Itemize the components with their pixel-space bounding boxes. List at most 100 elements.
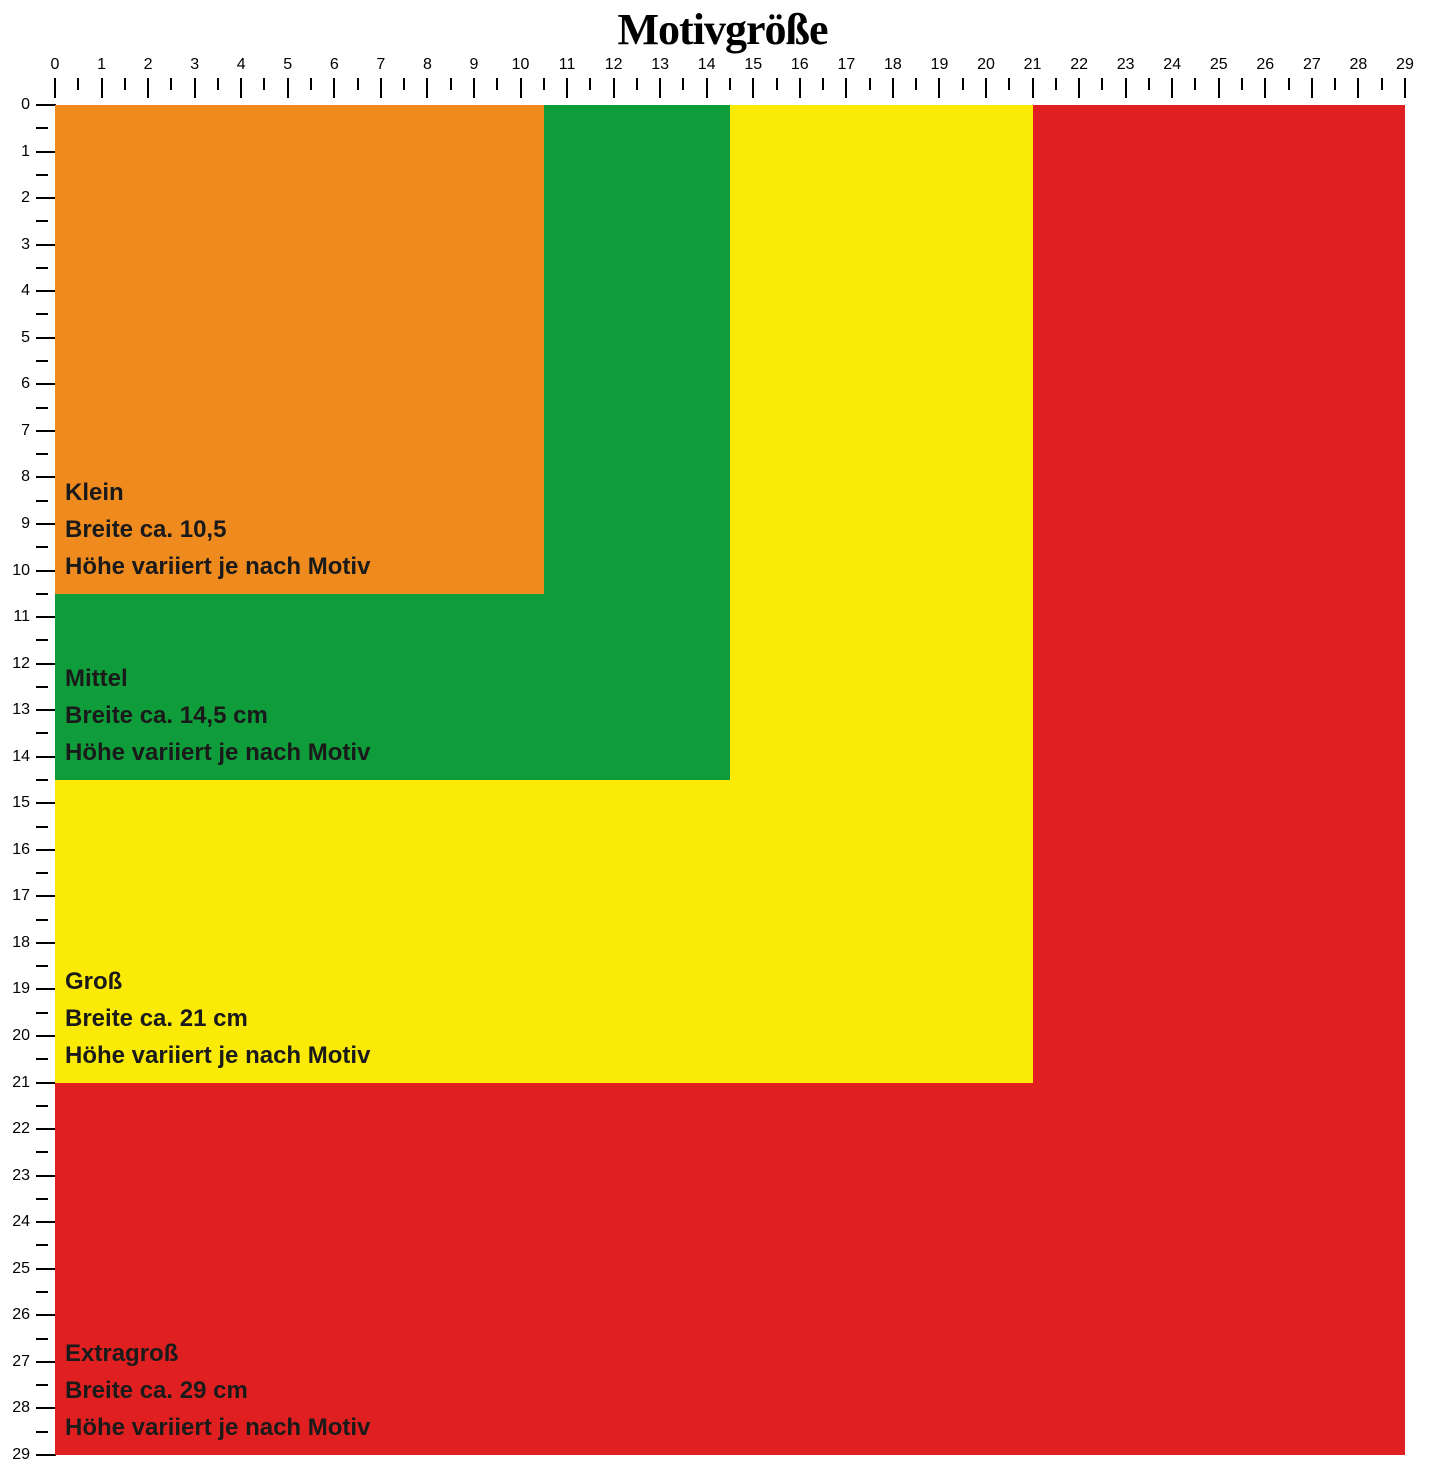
ruler-top-tick-minor — [1148, 78, 1150, 90]
ruler-top-tick-minor — [217, 78, 219, 90]
ruler-left-label: 14 — [0, 748, 30, 766]
ruler-top-tick-major — [985, 78, 987, 98]
size-label-line2: Breite ca. 10,5 — [65, 511, 370, 548]
ruler-left-tick-major — [36, 1361, 56, 1363]
ruler-left-tick-major — [36, 383, 56, 385]
ruler-left-label: 23 — [0, 1167, 30, 1185]
size-label-line2: Breite ca. 21 cm — [65, 1000, 370, 1037]
ruler-left-tick-minor — [36, 1291, 48, 1293]
ruler-left-tick-minor — [36, 779, 48, 781]
ruler-left-tick-major — [36, 1454, 56, 1456]
ruler-top-label: 24 — [1163, 56, 1181, 74]
ruler-top-label: 8 — [423, 56, 432, 74]
size-label-line1: Mittel — [65, 660, 370, 697]
ruler-top-tick-minor — [310, 78, 312, 90]
ruler-top-tick-minor — [589, 78, 591, 90]
ruler-top-label: 16 — [791, 56, 809, 74]
ruler-left-tick-major — [36, 151, 56, 153]
ruler-top-tick-minor — [1194, 78, 1196, 90]
ruler-top-tick-major — [333, 78, 335, 98]
ruler-left-label: 25 — [0, 1260, 30, 1278]
ruler-top-tick-major — [1171, 78, 1173, 98]
ruler-top-tick-major — [892, 78, 894, 98]
ruler-left-tick-major — [36, 1128, 56, 1130]
size-label-gross: GroßBreite ca. 21 cmHöhe variiert je nac… — [65, 963, 370, 1075]
ruler-top-tick-major — [659, 78, 661, 98]
size-label-mittel: MittelBreite ca. 14,5 cmHöhe variiert je… — [65, 660, 370, 772]
size-label-line3: Höhe variiert je nach Motiv — [65, 548, 370, 585]
ruler-left-label: 2 — [0, 189, 30, 207]
ruler-top-tick-major — [1218, 78, 1220, 98]
page-title: Motivgröße — [0, 4, 1445, 55]
ruler-top-tick-major — [845, 78, 847, 98]
ruler-left-label: 26 — [0, 1306, 30, 1324]
ruler-top-tick-minor — [729, 78, 731, 90]
ruler-left-tick-major — [36, 663, 56, 665]
ruler-top-tick-major — [101, 78, 103, 98]
ruler-left-tick-major — [36, 1082, 56, 1084]
ruler-left-label: 15 — [0, 794, 30, 812]
ruler-top-tick-minor — [403, 78, 405, 90]
ruler-left-label: 5 — [0, 329, 30, 347]
ruler-left-tick-minor — [36, 826, 48, 828]
ruler-left-tick-major — [36, 337, 56, 339]
size-label-line2: Breite ca. 14,5 cm — [65, 697, 370, 734]
ruler-left-label: 0 — [0, 96, 30, 114]
ruler-left-tick-major — [36, 895, 56, 897]
ruler-left-tick-major — [36, 709, 56, 711]
ruler-top-label: 27 — [1303, 56, 1321, 74]
ruler-top-tick-minor — [962, 78, 964, 90]
ruler-top-tick-major — [287, 78, 289, 98]
ruler-top-tick-minor — [1381, 78, 1383, 90]
ruler-left-label: 22 — [0, 1120, 30, 1138]
ruler-top-tick-minor — [124, 78, 126, 90]
ruler-top-label: 10 — [512, 56, 530, 74]
ruler-top-label: 5 — [283, 56, 292, 74]
ruler-left-tick-minor — [36, 686, 48, 688]
ruler-top-tick-major — [54, 78, 56, 98]
ruler-top-tick-minor — [1101, 78, 1103, 90]
ruler-left-tick-major — [36, 802, 56, 804]
ruler-top-tick-minor — [915, 78, 917, 90]
ruler-left-tick-minor — [36, 267, 48, 269]
ruler-left-label: 1 — [0, 143, 30, 161]
ruler-left-tick-major — [36, 849, 56, 851]
ruler-left-tick-minor — [36, 174, 48, 176]
ruler-top-label: 26 — [1256, 56, 1274, 74]
ruler-top-label: 11 — [559, 56, 576, 74]
ruler-left-tick-minor — [36, 1431, 48, 1433]
ruler-top-label: 6 — [330, 56, 339, 74]
ruler-left-tick-minor — [36, 1105, 48, 1107]
ruler-left-label: 18 — [0, 934, 30, 952]
ruler-left-label: 10 — [0, 562, 30, 580]
size-label-line3: Höhe variiert je nach Motiv — [65, 1409, 370, 1446]
ruler-top-tick-minor — [1008, 78, 1010, 90]
ruler-left-label: 28 — [0, 1399, 30, 1417]
ruler-left-tick-major — [36, 756, 56, 758]
ruler-top-tick-major — [1311, 78, 1313, 98]
size-label-line2: Breite ca. 29 cm — [65, 1372, 370, 1409]
ruler-top-label: 25 — [1210, 56, 1228, 74]
ruler-left-tick-minor — [36, 220, 48, 222]
ruler-top-label: 15 — [744, 56, 762, 74]
ruler-left-tick-major — [36, 104, 56, 106]
ruler-top-label: 20 — [977, 56, 995, 74]
ruler-top-tick-minor — [776, 78, 778, 90]
ruler-left-tick-major — [36, 570, 56, 572]
ruler-top-tick-minor — [682, 78, 684, 90]
ruler-top-tick-major — [1078, 78, 1080, 98]
ruler-left-tick-major — [36, 197, 56, 199]
ruler-left-tick-major — [36, 244, 56, 246]
ruler-top-label: 3 — [190, 56, 199, 74]
ruler-left-label: 13 — [0, 701, 30, 719]
ruler-left-tick-minor — [36, 593, 48, 595]
ruler-left-tick-minor — [36, 872, 48, 874]
ruler-left-tick-minor — [36, 639, 48, 641]
size-label-line1: Klein — [65, 474, 370, 511]
ruler-top-label: 14 — [698, 56, 716, 74]
ruler-top-tick-minor — [1288, 78, 1290, 90]
ruler-top-tick-major — [706, 78, 708, 98]
ruler-left-tick-major — [36, 1407, 56, 1409]
ruler-left-label: 6 — [0, 375, 30, 393]
ruler-left-tick-major — [36, 616, 56, 618]
